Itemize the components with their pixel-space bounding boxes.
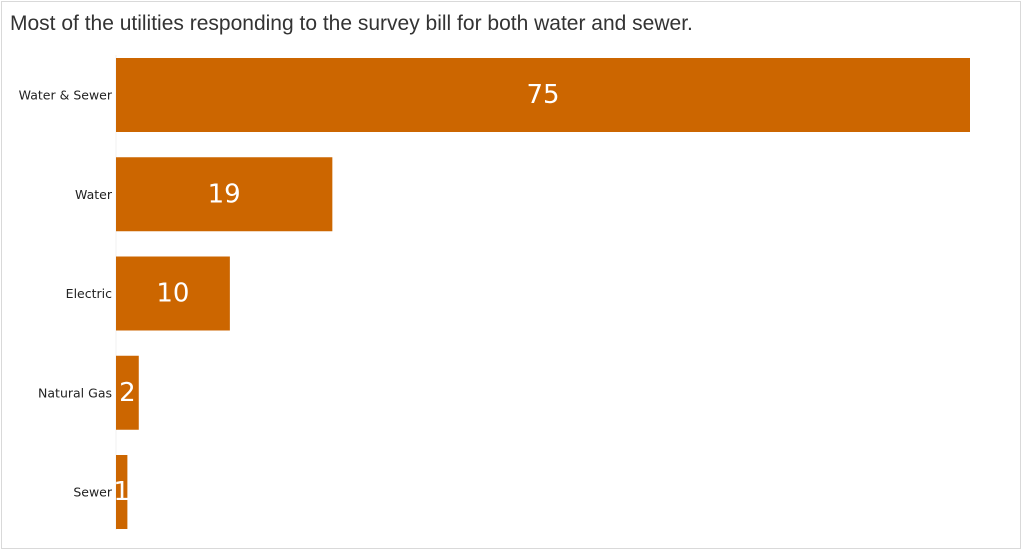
category-label-water-and-sewer: Water & Sewer xyxy=(19,88,113,103)
category-labels-group: Water & Sewer Water Electric Natural Gas Sew… xyxy=(19,88,113,500)
value-label-water: 19 xyxy=(208,179,241,209)
bar-electric[interactable] xyxy=(116,256,230,331)
category-label-electric: Electric xyxy=(66,286,112,301)
bar-water[interactable] xyxy=(116,157,333,232)
value-label-sewer: 1 xyxy=(113,477,130,507)
value-labels-group: 75 19 10 2 1 xyxy=(113,80,559,507)
category-label-natural-gas: Natural Gas xyxy=(38,385,112,400)
bar-natural-gas[interactable] xyxy=(116,355,139,430)
category-label-water: Water xyxy=(75,187,113,202)
value-label-water-and-sewer: 75 xyxy=(526,80,559,110)
bars-group xyxy=(116,58,970,529)
bar-water-and-sewer[interactable] xyxy=(116,58,970,132)
value-label-natural-gas: 2 xyxy=(119,378,136,408)
chart-title: Most of the utilities responding to the … xyxy=(10,12,693,35)
value-label-electric: 10 xyxy=(156,279,189,309)
category-label-sewer: Sewer xyxy=(73,485,113,500)
bar-sewer[interactable] xyxy=(116,455,128,529)
